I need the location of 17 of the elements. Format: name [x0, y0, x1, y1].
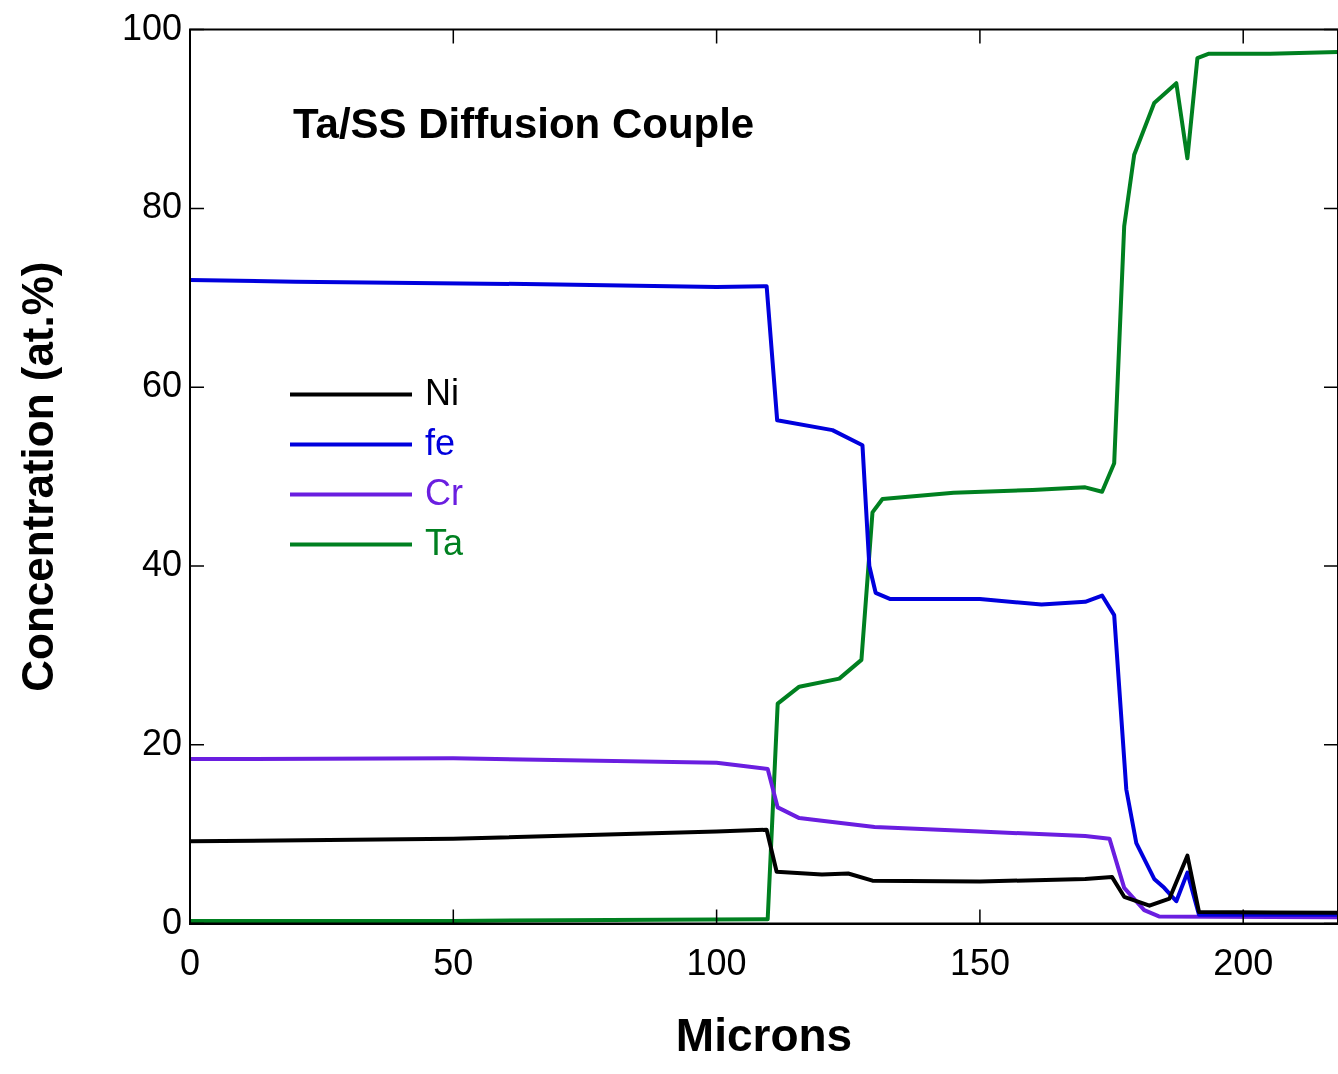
text: Ta/SS Diffusion Couple	[293, 100, 755, 148]
y-tick-label: 80	[141, 185, 182, 227]
legend-label: Ni	[425, 371, 459, 413]
legend-label: fe	[425, 421, 456, 463]
y-tick-label: 0	[161, 900, 182, 942]
y-axis-title: Concentration (at.%)	[12, 261, 62, 692]
x-tick-label: 50	[433, 942, 474, 984]
y-tick-label: 40	[141, 542, 182, 584]
y-tick-label: 100	[121, 6, 182, 48]
x-tick-label: 100	[686, 942, 747, 984]
legend-label: Cr	[425, 471, 463, 513]
x-tick-label: 150	[949, 942, 1010, 984]
y-tick-label: 60	[141, 364, 182, 406]
y-tick-label: 20	[141, 721, 182, 763]
x-tick-label: 200	[1213, 942, 1274, 984]
legend-label: Ta	[425, 521, 464, 563]
x-axis-title: Microns	[675, 1009, 853, 1062]
